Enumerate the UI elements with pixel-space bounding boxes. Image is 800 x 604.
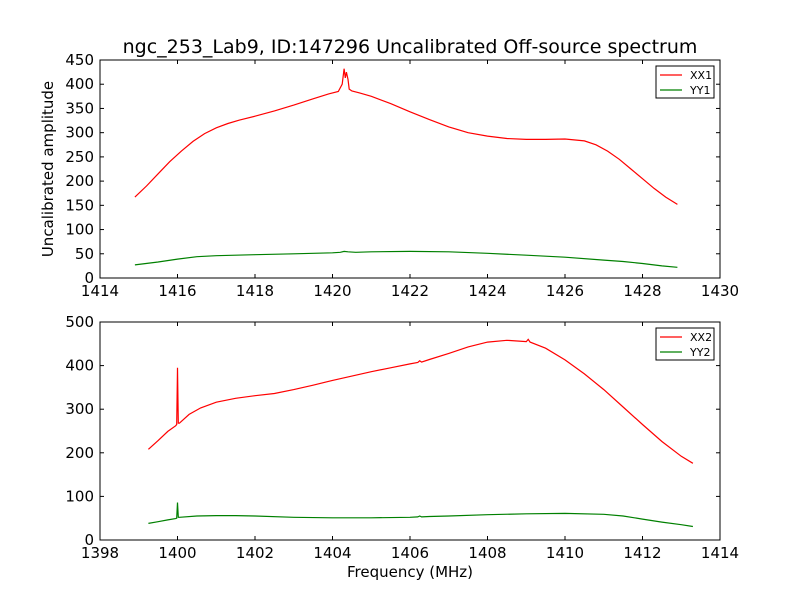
x-tick-label: 1414 (81, 282, 119, 300)
y-tick-label: 50 (75, 245, 94, 263)
legend-label: YY1 (689, 84, 710, 97)
x-tick-label: 1398 (81, 544, 119, 562)
x-tick-label: 1430 (701, 282, 739, 300)
x-axis-label: Frequency (MHz) (347, 563, 473, 581)
x-tick-label: 1412 (623, 544, 661, 562)
y-tick-label: 500 (65, 313, 94, 331)
x-tick-label: 1406 (391, 544, 429, 562)
series-line-xx2 (147, 338, 694, 464)
y-tick-label: 200 (65, 444, 94, 462)
axes-frame (99, 321, 721, 541)
x-tick-label: 1418 (236, 282, 274, 300)
x-tick-label: 1402 (236, 544, 274, 562)
y-axis-label: Uncalibrated amplitude (39, 81, 57, 257)
x-tick-label: 1408 (468, 544, 506, 562)
x-tick-label: 1416 (158, 282, 196, 300)
legend-box (655, 327, 715, 361)
y-tick-label: 250 (65, 148, 94, 166)
x-tick-label: 1400 (158, 544, 196, 562)
series-line-xx1 (134, 68, 678, 205)
y-tick-label: 100 (65, 221, 94, 239)
x-tick-label: 1426 (546, 282, 584, 300)
x-tick-label: 1428 (623, 282, 661, 300)
series-line-yy1 (134, 250, 678, 268)
y-tick-label: 400 (65, 75, 94, 93)
legend-label: XX1 (690, 69, 712, 82)
legend-box (655, 65, 715, 99)
chart-panel-1: 1414 1416 1418 1420 1422 1424 1426 1428 1430 0 50 1… (65, 51, 739, 300)
y-tick-label: 300 (65, 400, 94, 418)
x-tick-label: 1422 (391, 282, 429, 300)
y-tick-label: 300 (65, 124, 94, 142)
x-tick-label: 1410 (546, 544, 584, 562)
y-tick-label: 0 (84, 531, 94, 549)
y-tick-label: 400 (65, 357, 94, 375)
x-tick-label: 1420 (313, 282, 351, 300)
legend-label: XX2 (690, 331, 712, 344)
y-tick-label: 150 (65, 196, 94, 214)
y-tick-label: 100 (65, 487, 94, 505)
x-tick-label: 1404 (313, 544, 351, 562)
x-tick-label: 1414 (701, 544, 739, 562)
chart-panel-2: 1398 1400 1402 1404 1406 1408 1410 1412 1414 0 100… (65, 313, 739, 562)
axes-frame (99, 59, 721, 279)
chart-title: ngc_253_Lab9, ID:147296 Uncalibrated Off… (123, 36, 698, 58)
y-tick-label: 450 (65, 51, 94, 69)
chart-panels: 1414 1416 1418 1420 1422 1424 1426 1428 1430 0 50 1… (65, 51, 739, 562)
legend-label: YY2 (689, 346, 710, 359)
y-tick-label: 200 (65, 172, 94, 190)
y-tick-label: 350 (65, 99, 94, 117)
series-line-yy2 (148, 502, 693, 528)
y-tick-label: 0 (84, 269, 94, 287)
x-tick-label: 1424 (468, 282, 506, 300)
